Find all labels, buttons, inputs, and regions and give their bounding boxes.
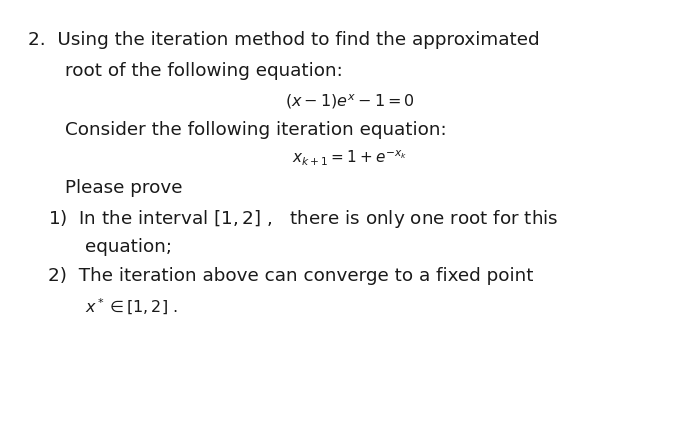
- Text: 2)  The iteration above can converge to a fixed point: 2) The iteration above can converge to a…: [48, 267, 533, 285]
- Text: $x_{k+1}=1+e^{-x_k}$: $x_{k+1}=1+e^{-x_k}$: [293, 149, 407, 168]
- Text: 2.  Using the iteration method to find the approximated: 2. Using the iteration method to find th…: [28, 31, 540, 49]
- Text: $x^*\in[1,2]$ .: $x^*\in[1,2]$ .: [85, 297, 178, 317]
- Text: Consider the following iteration equation:: Consider the following iteration equatio…: [65, 121, 447, 139]
- Text: Please prove: Please prove: [65, 179, 183, 197]
- Text: equation;: equation;: [85, 238, 172, 256]
- Text: root of the following equation:: root of the following equation:: [65, 62, 343, 80]
- Text: $(x-1)e^{x}-1=0$: $(x-1)e^{x}-1=0$: [285, 92, 415, 111]
- Text: 1)  In the interval $[1,2]$ ,   there is only one root for this: 1) In the interval $[1,2]$ , there is on…: [48, 208, 558, 230]
